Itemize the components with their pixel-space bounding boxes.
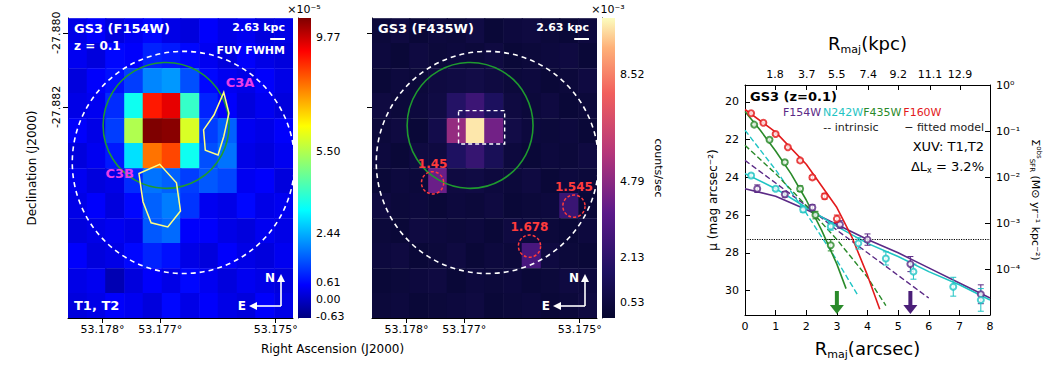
svg-text:-0.63: -0.63 <box>316 310 344 323</box>
svg-text:R: R <box>815 338 828 359</box>
svg-text:53.177°: 53.177° <box>442 323 486 336</box>
svg-text:F154W: F154W <box>783 106 821 119</box>
svg-text:E: E <box>238 299 246 313</box>
svg-text:SFR: SFR <box>1028 159 1036 172</box>
svg-text:1.678: 1.678 <box>511 220 549 234</box>
svg-text:0: 0 <box>742 320 749 333</box>
svg-text:FUV FWHM: FUV FWHM <box>216 44 285 57</box>
svg-text:maj: maj <box>841 43 862 56</box>
svg-text:T1, T2: T1, T2 <box>74 298 119 313</box>
svg-text:5.50: 5.50 <box>316 145 341 158</box>
svg-text:-27.880: -27.880 <box>50 12 63 54</box>
svg-text:4.79: 4.79 <box>620 175 645 188</box>
svg-text:Right Ascension (J2000): Right Ascension (J2000) <box>261 342 404 356</box>
svg-text:3: 3 <box>833 320 840 333</box>
svg-text:53.175°: 53.175° <box>254 323 298 336</box>
svg-text:4: 4 <box>864 320 871 333</box>
svg-text:(kpc): (kpc) <box>861 33 907 54</box>
svg-text:2: 2 <box>803 320 810 333</box>
svg-text:8.52: 8.52 <box>620 68 645 81</box>
svg-text:22: 22 <box>725 133 739 146</box>
svg-text:9.2: 9.2 <box>890 68 908 81</box>
svg-text:F435W: F435W <box>863 106 901 119</box>
svg-text:10⁻²: 10⁻² <box>996 171 1020 184</box>
svg-text:Σ: Σ <box>1029 139 1042 146</box>
svg-text:R: R <box>828 33 841 54</box>
svg-text:N242W: N242W <box>823 106 863 119</box>
svg-text:26: 26 <box>725 209 739 222</box>
svg-text:1: 1 <box>772 320 779 333</box>
svg-text:9.77: 9.77 <box>316 31 341 44</box>
svg-text:3.7: 3.7 <box>798 68 816 81</box>
svg-text:GS3 (F154W): GS3 (F154W) <box>74 21 170 36</box>
svg-text:obs: obs <box>1035 146 1043 159</box>
svg-text:5.5: 5.5 <box>828 68 846 81</box>
svg-text:1.45: 1.45 <box>418 157 448 171</box>
svg-text:(M⊙ yr⁻¹ kpc⁻²): (M⊙ yr⁻¹ kpc⁻²) <box>1029 172 1042 261</box>
svg-text:-27.882: -27.882 <box>50 86 63 128</box>
svg-text:C3B: C3B <box>105 166 134 181</box>
svg-text:counts/sec: counts/sec <box>652 138 665 197</box>
svg-text:7: 7 <box>956 320 963 333</box>
svg-text:ΔL: ΔL <box>911 159 928 174</box>
svg-text:×10⁻⁵: ×10⁻⁵ <box>287 3 320 16</box>
svg-text:6: 6 <box>925 320 932 333</box>
svg-text:8: 8 <box>987 320 994 333</box>
svg-text:53.178°: 53.178° <box>385 323 429 336</box>
svg-text:GS3 (z=0.1): GS3 (z=0.1) <box>750 89 837 104</box>
svg-text:0.53: 0.53 <box>620 296 645 309</box>
svg-text:20: 20 <box>725 95 739 108</box>
svg-text:24: 24 <box>725 171 739 184</box>
svg-text:2.13: 2.13 <box>620 251 645 264</box>
svg-text:μ (mag arcsec⁻²): μ (mag arcsec⁻²) <box>706 149 720 250</box>
svg-text:53.175°: 53.175° <box>558 323 602 336</box>
svg-text:z = 0.1: z = 0.1 <box>74 39 121 53</box>
svg-text:2.63 kpc: 2.63 kpc <box>536 21 589 34</box>
svg-text:5: 5 <box>895 320 902 333</box>
svg-text:1.8: 1.8 <box>766 68 784 81</box>
svg-text:0.61: 0.61 <box>316 276 341 289</box>
svg-text:10⁻¹: 10⁻¹ <box>996 125 1020 138</box>
svg-text:12.9: 12.9 <box>948 68 973 81</box>
svg-text:N: N <box>569 271 579 285</box>
svg-text:F160W: F160W <box>903 106 941 119</box>
svg-text:10⁻³: 10⁻³ <box>996 217 1020 230</box>
svg-text:Declination (J2000): Declination (J2000) <box>25 110 39 225</box>
svg-text:-- intrinsic: -- intrinsic <box>823 121 878 134</box>
svg-text:10⁻⁴: 10⁻⁴ <box>996 263 1021 276</box>
svg-text:×10⁻³: ×10⁻³ <box>591 3 624 16</box>
svg-text:2.63 kpc: 2.63 kpc <box>232 21 285 34</box>
svg-text:1.545: 1.545 <box>555 180 593 194</box>
svg-text:N: N <box>265 271 275 285</box>
svg-text:XUV: T1,T2: XUV: T1,T2 <box>913 139 984 154</box>
svg-text:11.1: 11.1 <box>918 68 943 81</box>
svg-text:2.44: 2.44 <box>316 227 341 240</box>
svg-text:30: 30 <box>725 284 739 297</box>
svg-text:10⁰: 10⁰ <box>996 79 1015 92</box>
svg-text:7.4: 7.4 <box>860 68 878 81</box>
svg-text:C3A: C3A <box>226 75 255 90</box>
svg-text:0.00: 0.00 <box>316 293 341 306</box>
svg-text:GS3 (F435W): GS3 (F435W) <box>378 21 474 36</box>
svg-text:28: 28 <box>725 246 739 259</box>
svg-text:= 3.2%: = 3.2% <box>932 159 984 174</box>
svg-text:E: E <box>542 299 550 313</box>
svg-text:(arcsec): (arcsec) <box>848 338 920 359</box>
svg-text:− fitted model: − fitted model <box>904 121 984 134</box>
svg-text:53.177°: 53.177° <box>138 323 182 336</box>
svg-text:53.178°: 53.178° <box>81 323 125 336</box>
svg-text:maj: maj <box>827 348 848 361</box>
svg-text:x: x <box>927 166 932 175</box>
